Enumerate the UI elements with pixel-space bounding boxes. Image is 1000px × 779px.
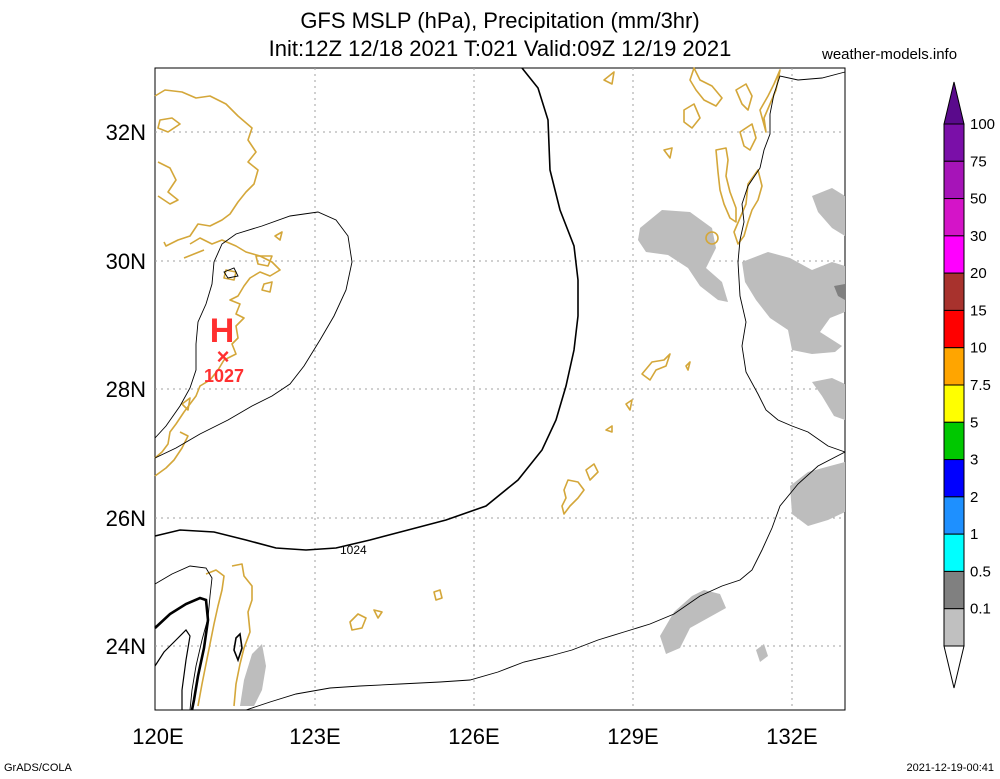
- colorbar-label: 30: [970, 228, 987, 245]
- longitude-labels: 120E 123E 126E 129E 132E: [132, 724, 817, 749]
- lat-label: 26N: [106, 506, 146, 531]
- lat-label: 30N: [106, 249, 146, 274]
- chart-subtitle: Init:12Z 12/18 2021 T:021 Valid:09Z 12/1…: [268, 36, 732, 61]
- lon-label: 126E: [448, 724, 499, 749]
- latitude-labels: 32N 30N 28N 26N 24N: [106, 120, 146, 659]
- colorbar-swatch: [943, 272, 965, 311]
- colorbar-label: 10: [970, 340, 987, 357]
- colorbar-swatch: [943, 198, 965, 237]
- colorbar-swatch: [943, 384, 965, 423]
- colorbar-label: 1: [970, 526, 978, 543]
- precip-heavy-area: [834, 284, 845, 300]
- colorbar-swatch: [943, 309, 965, 349]
- colorbar-swatch: [943, 608, 965, 647]
- colorbar-swatch: [943, 421, 965, 461]
- colorbar: 100 75 50 30 20 15 10 7.5 5 3 2 1 0.5 0.1: [943, 81, 995, 689]
- colorbar-label: 2: [970, 489, 978, 506]
- colorbar-top-triangle: [943, 81, 965, 125]
- colorbar-label: 5: [970, 414, 978, 431]
- colorbar-swatch: [943, 496, 965, 535]
- lat-label: 28N: [106, 377, 146, 402]
- colorbar-label: 20: [970, 265, 987, 282]
- footer-credit: GrADS/COLA: [4, 762, 72, 774]
- colorbar-label: 0.5: [970, 563, 991, 580]
- isobars: [154, 67, 579, 711]
- colorbar-label: 7.5: [970, 377, 991, 394]
- colorbar-label: 15: [970, 302, 987, 319]
- colorbar-swatch: [943, 123, 965, 162]
- boundary-lines: [154, 71, 846, 711]
- colorbar-swatch: [943, 347, 965, 386]
- footer-timestamp: 2021-12-19-00:41: [906, 762, 994, 774]
- colorbar-label: 75: [970, 153, 987, 170]
- colorbar-label: 50: [970, 191, 987, 208]
- colorbar-label: 3: [970, 452, 978, 469]
- lat-label: 32N: [106, 120, 146, 145]
- site-label: weather-models.info: [822, 46, 958, 63]
- colorbar-swatch: [943, 459, 965, 498]
- colorbar-swatch: [943, 533, 965, 572]
- colorbar-label: 100: [970, 116, 995, 133]
- chart-title: GFS MSLP (hPa), Precipitation (mm/3hr): [300, 8, 700, 33]
- coastlines: [154, 67, 781, 707]
- colorbar-swatch: [943, 570, 965, 610]
- isobar-label: 1024: [340, 543, 367, 557]
- colorbar-swatch: [943, 160, 965, 200]
- high-pressure-letter: H: [210, 312, 235, 350]
- precipitation-areas: [240, 188, 845, 706]
- colorbar-label: 0.1: [970, 601, 991, 618]
- colorbar-swatch: [943, 235, 965, 274]
- lon-label: 120E: [132, 724, 183, 749]
- colorbar-bottom-triangle: [943, 645, 965, 689]
- lon-label: 129E: [607, 724, 658, 749]
- high-pressure-marker: ×: [217, 344, 230, 369]
- lon-label: 123E: [289, 724, 340, 749]
- high-pressure-value: 1027: [204, 366, 244, 386]
- lon-label: 132E: [766, 724, 817, 749]
- lat-label: 24N: [106, 634, 146, 659]
